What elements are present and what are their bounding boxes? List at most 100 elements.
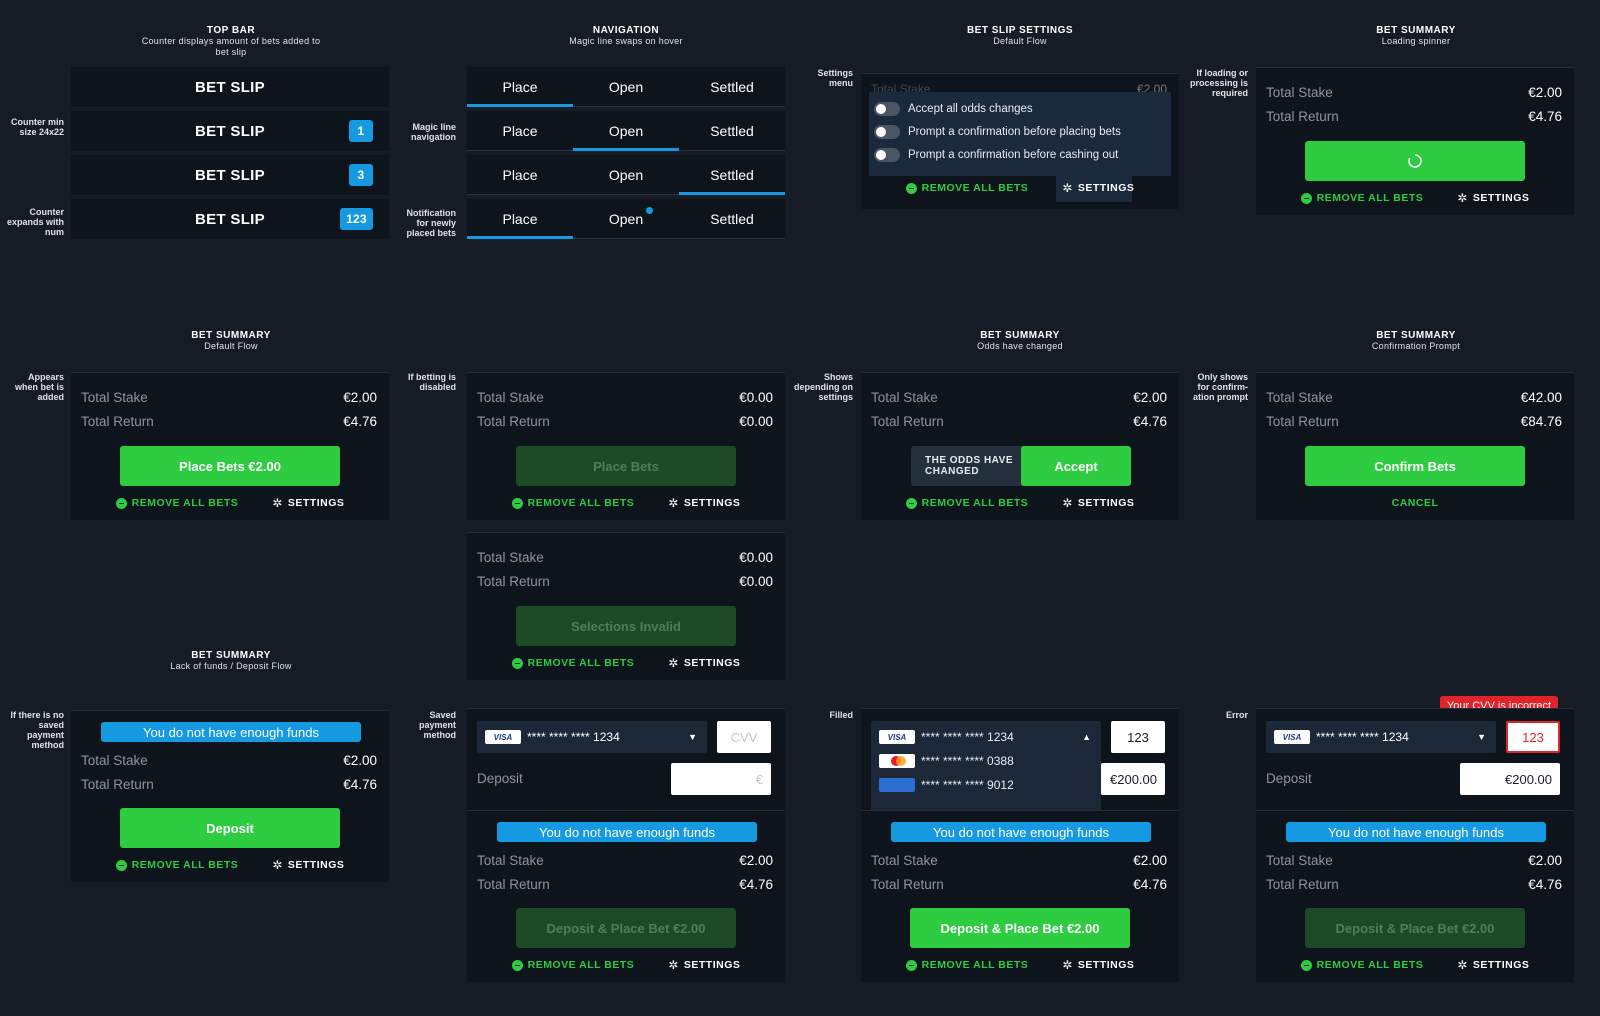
selections-invalid-button: Selections Invalid <box>516 606 736 646</box>
deposit-button[interactable]: Deposit <box>120 808 340 848</box>
settings-button[interactable]: ✲ SETTINGS <box>668 496 741 510</box>
amex-card-icon <box>879 778 915 792</box>
settings-button[interactable]: ✲ SETTINGS <box>1062 496 1135 510</box>
tab-open[interactable]: Open <box>608 78 644 95</box>
card-dropdown[interactable]: VISA **** **** **** 1234 ▲ **** **** ***… <box>871 721 1101 811</box>
settings-button[interactable]: ✲ SETTINGS <box>1062 958 1135 972</box>
settings-button[interactable]: ✲ SETTINGS <box>668 958 741 972</box>
bet-summary-default: Total Stake €2.00 Total Return €4.76 Place… <box>71 372 389 520</box>
no-funds-banner: You do not have enough funds <box>497 822 757 842</box>
toggle-switch[interactable] <box>874 102 900 116</box>
card-option[interactable]: **** **** **** 0388 <box>879 754 1014 768</box>
remove-all-bets-button[interactable]: REMOVE ALL BETS <box>115 859 239 871</box>
setting-option[interactable]: Accept all odds changes <box>874 102 1033 116</box>
section-title-loading: BET SUMMARY Loading spinner <box>1376 25 1456 46</box>
bet-slip-topbar[interactable]: BET SLIP <box>71 67 389 107</box>
note-no-saved: If there is no saved payment method <box>10 710 64 750</box>
settings-button[interactable]: ✲ SETTINGS <box>1062 181 1135 195</box>
cvv-input[interactable]: CVV <box>717 721 771 753</box>
minus-circle-icon <box>905 497 917 509</box>
bet-slip-topbar[interactable]: BET SLIP 3 <box>71 155 389 195</box>
gear-icon: ✲ <box>1457 191 1468 205</box>
tab-settled[interactable]: Settled <box>710 210 754 227</box>
remove-all-bets-button[interactable]: REMOVE ALL BETS <box>1300 959 1424 971</box>
settings-button[interactable]: ✲ SETTINGS <box>1457 958 1530 972</box>
bet-slip-topbar[interactable]: BET SLIP 123 <box>71 199 389 239</box>
bet-slip-topbar[interactable]: BET SLIP 1 <box>71 111 389 151</box>
note-notification: Notification for newly placed bets <box>406 208 456 238</box>
cancel-button[interactable]: CANCEL <box>1391 497 1439 509</box>
settings-button[interactable]: ✲ SETTINGS <box>668 656 741 670</box>
visa-card-icon: VISA <box>485 730 521 744</box>
bet-summary-confirm: Total Stake €42.00 Total Return €84.76 Con… <box>1256 372 1574 520</box>
nav-bar: Place Open Settled <box>467 111 785 151</box>
mastercard-icon <box>879 754 915 768</box>
tab-place[interactable]: Place <box>502 166 538 183</box>
deposit-amount-input[interactable]: €200.00 <box>1460 763 1560 795</box>
caret-down-icon: ▼ <box>1477 732 1486 742</box>
confirm-bets-button[interactable]: Confirm Bets <box>1305 446 1525 486</box>
gear-icon: ✲ <box>1062 958 1073 972</box>
tab-settled[interactable]: Settled <box>710 122 754 139</box>
section-title-top-bar: TOP BAR Counter displays amount of bets … <box>141 25 321 57</box>
tab-open[interactable]: Open <box>573 199 679 238</box>
card-select[interactable]: VISA **** **** **** 1234 ▼ <box>1266 721 1496 753</box>
remove-all-bets-button[interactable]: REMOVE ALL BETS <box>511 497 635 509</box>
tab-settled[interactable]: Settled <box>679 155 785 195</box>
settings-button[interactable]: ✲ SETTINGS <box>272 858 345 872</box>
deposit-place-bet-button[interactable]: Deposit & Place Bet €2.00 <box>910 908 1130 948</box>
setting-option[interactable]: Prompt a confirmation before cashing out <box>874 148 1118 162</box>
place-bets-button[interactable]: Place Bets €2.00 <box>120 446 340 486</box>
section-title-funds: BET SUMMARY Lack of funds / Deposit Flow <box>170 650 292 671</box>
tab-settled[interactable]: Settled <box>710 78 754 95</box>
minus-circle-icon <box>1300 192 1312 204</box>
remove-all-bets-button[interactable]: REMOVE ALL BETS <box>1300 192 1424 204</box>
gear-icon: ✲ <box>668 656 679 670</box>
card-option[interactable]: **** **** **** 9012 <box>879 778 1014 792</box>
caret-down-icon: ▼ <box>688 732 697 742</box>
settings-button[interactable]: ✲ SETTINGS <box>1457 191 1530 205</box>
remove-all-bets-button[interactable]: REMOVE ALL BETS <box>511 657 635 669</box>
note-filled: Filled <box>829 710 853 720</box>
section-title-navigation: NAVIGATION Magic line swaps on hover <box>569 25 683 46</box>
tab-open[interactable]: Open <box>573 111 679 151</box>
notification-dot <box>646 207 653 214</box>
remove-all-bets-button[interactable]: REMOVE ALL BETS <box>905 497 1029 509</box>
minus-circle-icon <box>905 182 917 194</box>
deposit-amount-input[interactable]: €200.00 <box>1101 763 1165 795</box>
remove-all-bets-button[interactable]: REMOVE ALL BETS <box>905 959 1029 971</box>
cvv-input[interactable]: 123 <box>1506 721 1560 753</box>
section-title-default: BET SUMMARY Default Flow <box>191 330 271 351</box>
accept-button[interactable]: Accept <box>1021 446 1131 486</box>
bet-counter-badge: 1 <box>349 120 373 142</box>
gear-icon: ✲ <box>272 858 283 872</box>
card-option[interactable]: VISA **** **** **** 1234 <box>879 730 1014 744</box>
nav-bar: Place Open Settled <box>467 67 785 107</box>
tab-place[interactable]: Place <box>467 199 573 239</box>
deposit-form-saved: VISA **** **** **** 1234 ▼ CVV Deposit € <box>467 708 785 810</box>
toggle-switch[interactable] <box>874 125 900 139</box>
settings-menu: Accept all odds changes Prompt a confirm… <box>869 92 1171 176</box>
toggle-switch[interactable] <box>874 148 900 162</box>
settings-button[interactable]: ✲ SETTINGS <box>272 496 345 510</box>
bet-summary-disabled: Total Stake €0.00 Total Return €0.00 Place… <box>467 372 785 520</box>
card-select[interactable]: VISA **** **** **** 1234 ▼ <box>477 721 707 753</box>
note-loading: If loading or processing is required <box>1189 68 1248 98</box>
bet-summary-loading: Total Stake €2.00 Total Return €4.76 REMOV… <box>1256 67 1574 215</box>
note-depending: Shows depending on settings <box>794 372 853 402</box>
remove-all-bets-button[interactable]: REMOVE ALL BETS <box>115 497 239 509</box>
visa-card-icon: VISA <box>879 730 915 744</box>
setting-option[interactable]: Prompt a confirmation before placing bet… <box>874 125 1121 139</box>
tab-place[interactable]: Place <box>467 67 573 107</box>
deposit-label: Deposit <box>1266 771 1312 786</box>
deposit-amount-input[interactable]: € <box>671 763 771 795</box>
remove-all-bets-button[interactable]: REMOVE ALL BETS <box>905 182 1029 194</box>
tab-open[interactable]: Open <box>608 166 644 183</box>
minus-circle-icon <box>905 959 917 971</box>
remove-all-bets-button[interactable]: REMOVE ALL BETS <box>511 959 635 971</box>
nav-bar: Place Open Settled <box>467 199 785 239</box>
section-title-odds: BET SUMMARY Odds have changed <box>977 330 1063 351</box>
tab-place[interactable]: Place <box>502 122 538 139</box>
no-funds-banner: You do not have enough funds <box>891 822 1151 842</box>
cvv-input[interactable]: 123 <box>1111 721 1165 753</box>
